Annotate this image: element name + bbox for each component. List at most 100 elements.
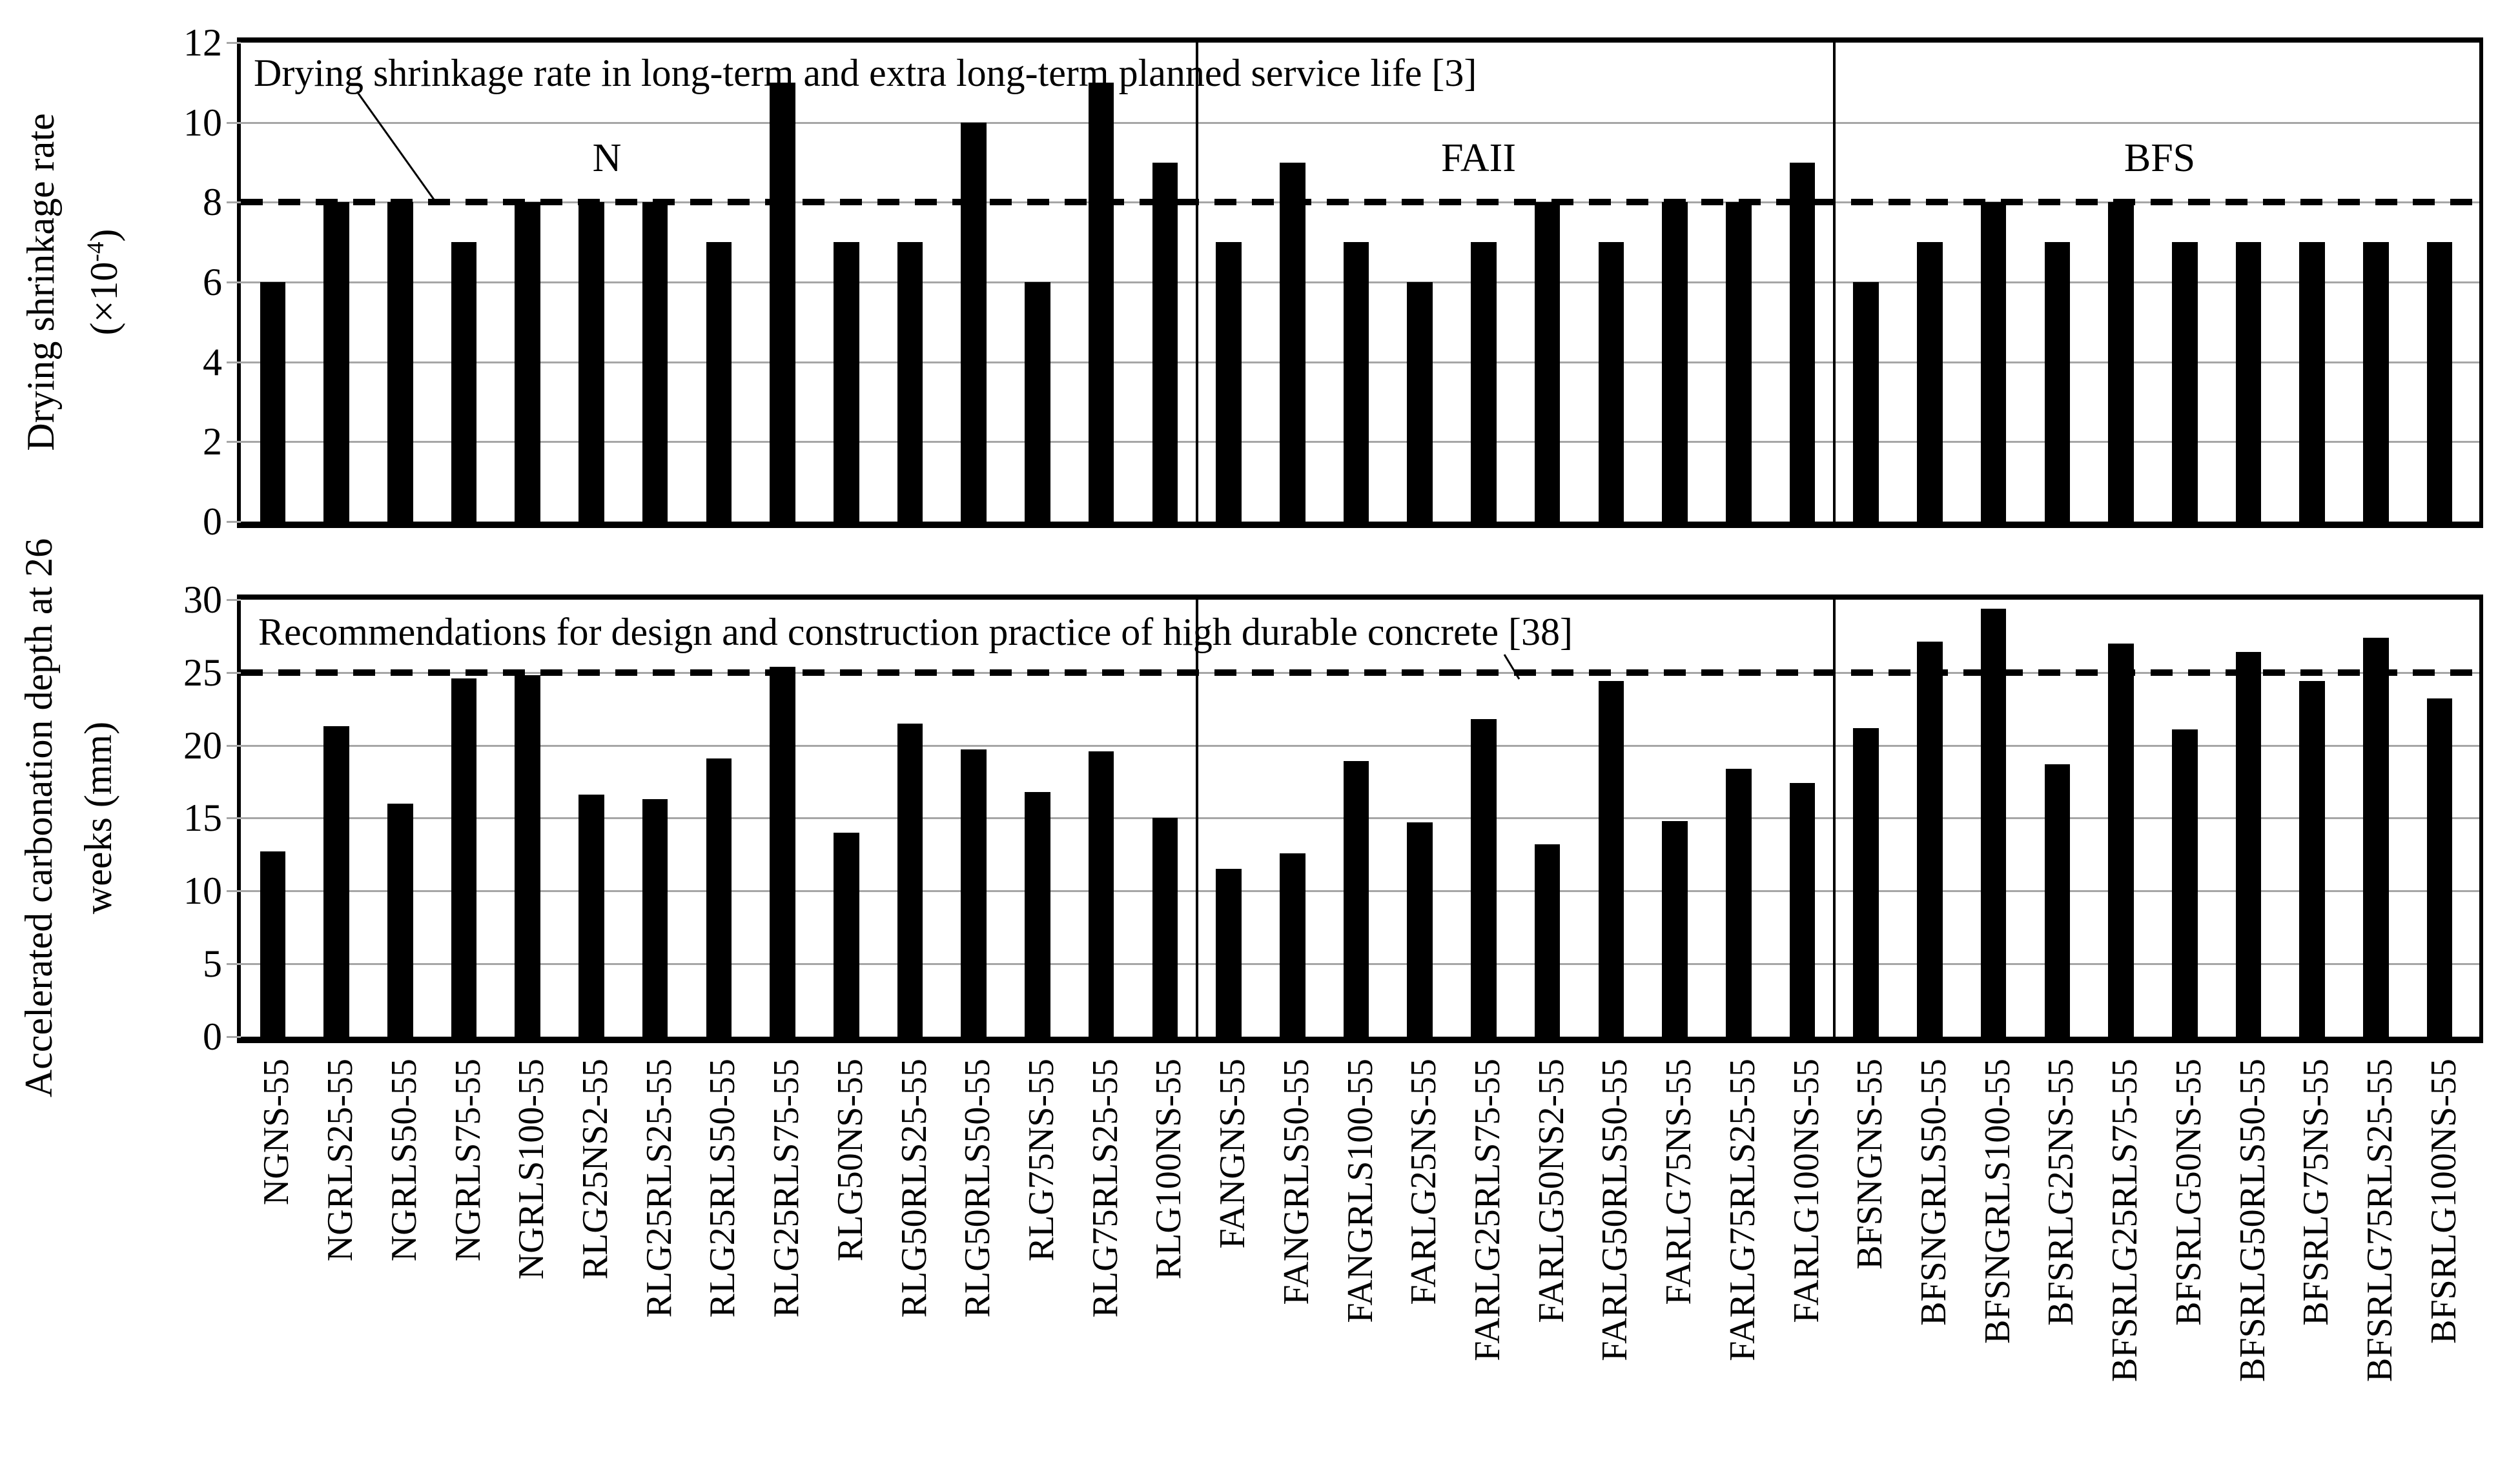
bar-FARLG75NS-55 <box>1662 202 1688 522</box>
x-axis-label-RLG75NS-55: RLG75NS-55 <box>1021 1059 1061 1262</box>
top-y-axis-unit-post: ) <box>83 229 125 242</box>
y-tick-mark-bottom-15 <box>227 817 241 820</box>
y-tick-label-bottom-20: 20 <box>183 724 222 767</box>
y-tick-mark-top-10 <box>227 121 241 124</box>
y-tick-label-top-2: 2 <box>203 420 222 463</box>
bar-BFSNGNS-55 <box>1853 282 1879 522</box>
bar-FARLG50RLS50-55 <box>1598 242 1624 522</box>
x-axis-label-FARLG50NS2-55: FARLG50NS2-55 <box>1531 1059 1571 1323</box>
bar-FARLG100NS-55 <box>1789 783 1816 1037</box>
bar-BFSRLG25RLS75-55 <box>2108 202 2134 522</box>
x-axis-label-RLG100NS-55: RLG100NS-55 <box>1149 1059 1189 1280</box>
y-tick-mark-bottom-0 <box>227 1036 241 1038</box>
x-axis-label-RLG50NS-55: RLG50NS-55 <box>830 1059 870 1262</box>
bar-NGRLS100-55 <box>515 675 540 1037</box>
y-tick-label-bottom-25: 25 <box>183 651 222 694</box>
y-tick-mark-top-0 <box>227 521 241 523</box>
bar-RLG25RLS25-55 <box>642 799 668 1037</box>
y-tick-label-top-12: 12 <box>183 21 222 64</box>
bar-FARLG75RLS25-55 <box>1726 768 1752 1037</box>
bottom-y-axis-title-line1: Accelerated carbonation depth at 26 <box>17 538 60 1098</box>
bar-FARLG50NS2-55 <box>1534 202 1561 522</box>
bar-BFSRLG50NS-55 <box>2172 242 2198 522</box>
y-tick-mark-top-8 <box>227 201 241 204</box>
bottom-panel-carbonation-depth <box>237 595 2483 1043</box>
bar-BFSRLG25NS-55 <box>2044 764 2071 1037</box>
x-axis-label-RLG50RLS25-55: RLG50RLS25-55 <box>894 1059 934 1318</box>
x-axis-label-FARLG75RLS25-55: FARLG75RLS25-55 <box>1722 1059 1763 1361</box>
bar-NGNS-55 <box>260 851 286 1037</box>
x-axis-label-FANGRLS100-55: FANGRLS100-55 <box>1340 1059 1380 1323</box>
x-axis-label-RLG75RLS25-55: RLG75RLS25-55 <box>1085 1059 1125 1318</box>
bar-RLG25RLS50-55 <box>706 758 732 1037</box>
x-axis-label-FANGNS-55: FANGNS-55 <box>1213 1059 1253 1249</box>
top-y-axis-title-text: Drying shrinkage rate <box>19 113 62 451</box>
y-tick-mark-top-4 <box>227 361 241 363</box>
bar-FANGRLS50-55 <box>1280 162 1305 522</box>
bar-RLG75RLS25-55 <box>1088 751 1114 1037</box>
y-tick-mark-bottom-20 <box>227 744 241 747</box>
y-tick-mark-bottom-25 <box>227 671 241 674</box>
x-axis-label-NGRLS25-55: NGRLS25-55 <box>320 1059 361 1262</box>
x-axis-label-BFSRLG100NS-55: BFSRLG100NS-55 <box>2423 1059 2464 1344</box>
bar-BFSRLG100NS-55 <box>2426 698 2453 1037</box>
x-axis-label-BFSNGRLS50-55: BFSNGRLS50-55 <box>1913 1059 1954 1326</box>
x-axis-label-FANGRLS50-55: FANGRLS50-55 <box>1276 1059 1316 1305</box>
bar-BFSRLG25NS-55 <box>2044 242 2071 522</box>
bar-BFSRLG50RLS50-55 <box>2235 242 2262 522</box>
x-axis-label-NGRLS50-55: NGRLS50-55 <box>384 1059 424 1262</box>
bottom-y-axis-title-line1-text: Accelerated carbonation depth at 26 <box>17 538 60 1098</box>
x-axis-label-FARLG50RLS50-55: FARLG50RLS50-55 <box>1595 1059 1635 1361</box>
x-axis-label-BFSNGNS-55: BFSNGNS-55 <box>1850 1059 1890 1270</box>
bar-NGRLS75-55 <box>451 242 477 522</box>
bar-BFSRLG50RLS50-55 <box>2235 652 2262 1037</box>
y-tick-mark-top-6 <box>227 281 241 283</box>
bar-BFSRLG25RLS75-55 <box>2108 643 2134 1037</box>
bar-FARLG50NS2-55 <box>1534 844 1561 1037</box>
bar-NGRLS50-55 <box>387 803 413 1037</box>
bar-RLG100NS-55 <box>1152 818 1178 1037</box>
bar-BFSRLG75NS-55 <box>2299 681 2325 1037</box>
bar-RLG50RLS25-55 <box>897 723 923 1037</box>
gridline-10 <box>241 121 2479 124</box>
y-tick-label-top-10: 10 <box>183 101 222 144</box>
bar-BFSRLG75NS-55 <box>2299 242 2325 522</box>
bar-NGRLS50-55 <box>387 202 413 522</box>
bar-FARLG25RLS75-55 <box>1471 719 1497 1037</box>
group-label-BFS: BFS <box>2095 127 2224 190</box>
bar-BFSRLG75RLS25-55 <box>2363 637 2389 1037</box>
bar-RLG50NS-55 <box>834 833 859 1037</box>
bar-FANGNS-55 <box>1216 242 1242 522</box>
bar-FARLG50RLS50-55 <box>1598 681 1624 1037</box>
bar-NGRLS25-55 <box>323 726 349 1037</box>
y-tick-mark-top-2 <box>227 441 241 443</box>
bar-RLG25RLS75-55 <box>770 82 795 522</box>
bar-RLG75NS-55 <box>1025 282 1050 522</box>
x-axis-label-BFSNGRLS100-55: BFSNGRLS100-55 <box>1977 1059 2018 1344</box>
x-axis-label-FARLG100NS-55: FARLG100NS-55 <box>1786 1059 1827 1323</box>
bar-NGRLS25-55 <box>323 202 349 522</box>
bar-RLG50RLS25-55 <box>897 242 923 522</box>
y-tick-mark-bottom-10 <box>227 890 241 893</box>
bar-BFSRLG50NS-55 <box>2172 729 2198 1037</box>
x-axis-label-NGNS-55: NGNS-55 <box>256 1059 297 1206</box>
bar-RLG25RLS75-55 <box>770 666 795 1037</box>
y-tick-label-top-6: 6 <box>203 261 222 303</box>
x-axis-label-FARLG75NS-55: FARLG75NS-55 <box>1659 1059 1699 1305</box>
x-axis-label-FARLG25RLS75-55: FARLG25RLS75-55 <box>1467 1059 1508 1361</box>
bar-RLG75NS-55 <box>1025 791 1050 1037</box>
top-y-axis-title: Drying shrinkage rate <box>19 113 62 451</box>
y-tick-mark-bottom-5 <box>227 963 241 966</box>
top-y-axis-unit-exponent: -4 <box>83 241 109 262</box>
bar-BFSNGRLS50-55 <box>1917 642 1943 1037</box>
x-axis-label-BFSRLG75NS-55: BFSRLG75NS-55 <box>2296 1059 2337 1326</box>
top-panel-drying-shrinkage: N FAII BFS <box>237 37 2483 528</box>
x-axis-label-BFSRLG75RLS25-55: BFSRLG75RLS25-55 <box>2359 1059 2400 1382</box>
bar-RLG75RLS25-55 <box>1088 82 1114 522</box>
x-axis-label-BFSRLG50NS-55: BFSRLG50NS-55 <box>2168 1059 2209 1326</box>
reference-dashed-line-8 <box>241 199 2479 206</box>
group-divider-0 <box>1195 43 1198 522</box>
group-label-N: N <box>564 127 650 190</box>
bar-NGRLS75-55 <box>451 678 477 1037</box>
bar-FARLG25RLS75-55 <box>1471 242 1497 522</box>
